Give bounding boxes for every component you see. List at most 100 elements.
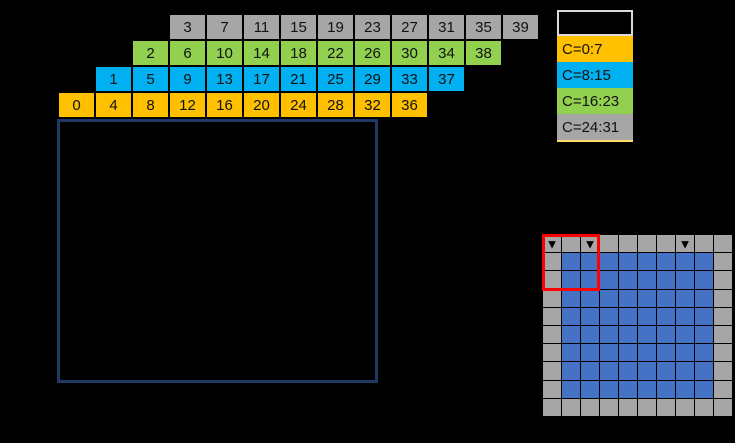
- grid-cell: [581, 344, 599, 362]
- staircase-cell: 31: [428, 14, 465, 40]
- grid-cell: [562, 362, 580, 380]
- grid-cell: [581, 271, 599, 289]
- staircase-cell: 19: [317, 14, 354, 40]
- grid-cell: [714, 380, 732, 398]
- legend-item: C=24:31: [557, 114, 633, 140]
- grid-cell: [695, 362, 713, 380]
- grid-cell: [600, 307, 618, 325]
- grid-cell: [638, 271, 656, 289]
- staircase-cell: 5: [132, 66, 169, 92]
- grid-cell: [543, 344, 561, 362]
- grid-cell: [562, 398, 580, 416]
- grid-cell: [695, 398, 713, 416]
- grid-cell: [600, 289, 618, 307]
- grid-cell: [600, 253, 618, 271]
- legend-item: C=16:23: [557, 88, 633, 114]
- grid-cell: ▼: [581, 235, 599, 253]
- staircase-cell: 16: [206, 92, 243, 118]
- grid-cell: [676, 289, 694, 307]
- grid-cell: ▼: [676, 235, 694, 253]
- staircase-cell: 35: [465, 14, 502, 40]
- grid-cell: [638, 362, 656, 380]
- staircase-cell: 29: [354, 66, 391, 92]
- grid-cell: [543, 362, 561, 380]
- down-arrow-icon: ▼: [545, 236, 559, 252]
- staircase-cell: 1: [95, 66, 132, 92]
- staircase-cell: 38: [465, 40, 502, 66]
- grid-cell: [600, 380, 618, 398]
- grid-cell: [676, 271, 694, 289]
- grid-cell: [581, 289, 599, 307]
- staircase-cell: 22: [317, 40, 354, 66]
- grid-cell: [562, 253, 580, 271]
- grid-cell: [581, 380, 599, 398]
- grid-cell: [676, 398, 694, 416]
- grid-cell: [657, 307, 675, 325]
- grid-cell: [714, 325, 732, 344]
- legend-item: C=8:15: [557, 62, 633, 88]
- grid-cell: [657, 398, 675, 416]
- staircase-cell: 24: [280, 92, 317, 118]
- grid-cell: [543, 307, 561, 325]
- grid-cell: [619, 235, 637, 253]
- grid-cell: [562, 307, 580, 325]
- legend: C=0:7 C=8:15 C=16:23 C=24:31: [557, 10, 633, 142]
- grid-cell: [695, 380, 713, 398]
- staircase-cell: 18: [280, 40, 317, 66]
- grid-cell: [638, 289, 656, 307]
- grid-cell: [676, 307, 694, 325]
- grid-cell: [657, 380, 675, 398]
- grid-cell: [714, 398, 732, 416]
- staircase-cell: 0: [58, 92, 95, 118]
- grid-cell: [543, 325, 561, 344]
- staircase-cell: 23: [354, 14, 391, 40]
- down-arrow-icon: ▼: [583, 236, 597, 252]
- legend-item-list: C=0:7 C=8:15 C=16:23 C=24:31: [557, 36, 633, 140]
- grid-cell: [600, 271, 618, 289]
- grid-cell: [676, 325, 694, 344]
- grid-cell: [638, 344, 656, 362]
- staircase-cell: 25: [317, 66, 354, 92]
- legend-item-label: C=16:23: [562, 92, 620, 110]
- grid-cell: [657, 362, 675, 380]
- grid-cell: [638, 307, 656, 325]
- staircase-cell: 13: [206, 66, 243, 92]
- grid-cell: [657, 253, 675, 271]
- grid-cell: [714, 235, 732, 253]
- grid-cell: [714, 289, 732, 307]
- grid-cell: [695, 271, 713, 289]
- grid-cell: [619, 289, 637, 307]
- grid-cell: [619, 271, 637, 289]
- grid-cell: [638, 235, 656, 253]
- grid-cell: [657, 344, 675, 362]
- grid-cell: [714, 344, 732, 362]
- legend-header-cell: [557, 10, 633, 36]
- grid-cell: [695, 325, 713, 344]
- grid-cell: [657, 289, 675, 307]
- staircase-cell: 34: [428, 40, 465, 66]
- grid-cell: [543, 271, 561, 289]
- legend-item-label: C=0:7: [562, 40, 603, 58]
- grid-cell: [695, 307, 713, 325]
- legend-item-label: C=24:31: [562, 118, 620, 136]
- grid-cell: [657, 325, 675, 344]
- grid-cell: [676, 362, 694, 380]
- grid-cell: [562, 344, 580, 362]
- grid-cell: [619, 253, 637, 271]
- staircase-row-amber: 0 4 8 12 16 20 24 28 32 36: [58, 92, 428, 118]
- legend-item: C=0:7: [557, 36, 633, 62]
- grid-cell: [619, 344, 637, 362]
- grid-cell: ▼: [543, 235, 561, 253]
- grid-cell: [638, 380, 656, 398]
- staircase-cell: 33: [391, 66, 428, 92]
- grid-cell: [600, 235, 618, 253]
- staircase-cell: 21: [280, 66, 317, 92]
- grid-cell: [619, 380, 637, 398]
- staircase-cell: 37: [428, 66, 465, 92]
- grid-cell: [600, 344, 618, 362]
- staircase-cell: 17: [243, 66, 280, 92]
- grid-cell: [562, 235, 580, 253]
- staircase-cell: 30: [391, 40, 428, 66]
- grid-cell: [638, 253, 656, 271]
- grid-cell: [676, 380, 694, 398]
